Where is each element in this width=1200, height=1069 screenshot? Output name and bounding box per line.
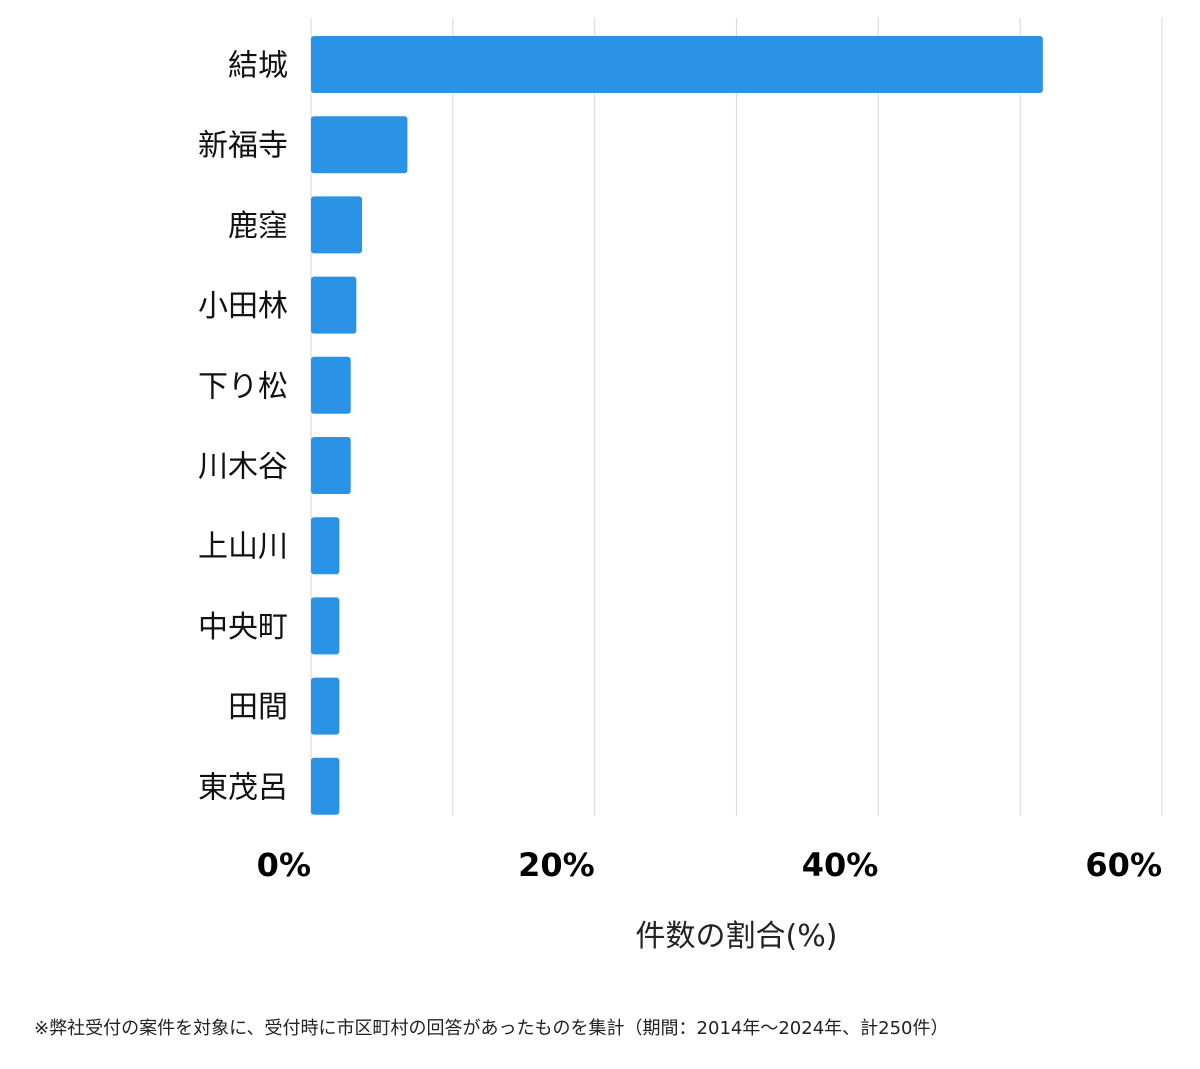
bar-8 xyxy=(311,677,340,735)
category-label: 鹿窪 xyxy=(228,209,288,244)
x-tick-label: 0% xyxy=(257,846,311,884)
category-label: 中央町 xyxy=(198,610,288,645)
x-tick-label: 40% xyxy=(802,846,879,884)
category-label: 川木谷 xyxy=(198,450,288,485)
bar-2 xyxy=(311,196,363,254)
bar-0 xyxy=(311,36,1043,93)
gridlines xyxy=(310,18,1163,816)
x-tick-label: 20% xyxy=(518,846,595,884)
category-label: 新福寺 xyxy=(198,129,288,164)
x-tick-labels: 0% 20% 40% 60% xyxy=(257,846,1162,884)
bar-4 xyxy=(311,356,351,414)
category-label: 上山川 xyxy=(198,530,288,565)
bar-5 xyxy=(311,437,351,494)
category-label: 結城 xyxy=(228,49,288,84)
category-label: 小田林 xyxy=(198,289,288,324)
category-label: 東茂呂 xyxy=(198,770,288,805)
bar-1 xyxy=(311,116,408,174)
category-label: 下り松 xyxy=(198,369,288,404)
category-label: 田間 xyxy=(228,690,288,725)
bar-7 xyxy=(311,597,340,655)
bar-9 xyxy=(311,757,340,815)
bars xyxy=(311,36,1043,815)
x-tick-label: 60% xyxy=(1085,846,1162,884)
x-axis-title: 件数の割合(%) xyxy=(636,919,838,954)
bar-6 xyxy=(311,517,340,575)
bar-3 xyxy=(311,276,357,334)
footnote: ※弊社受付の案件を対象に、受付時に市区町村の回答があったものを集計（期間：201… xyxy=(34,1018,949,1039)
